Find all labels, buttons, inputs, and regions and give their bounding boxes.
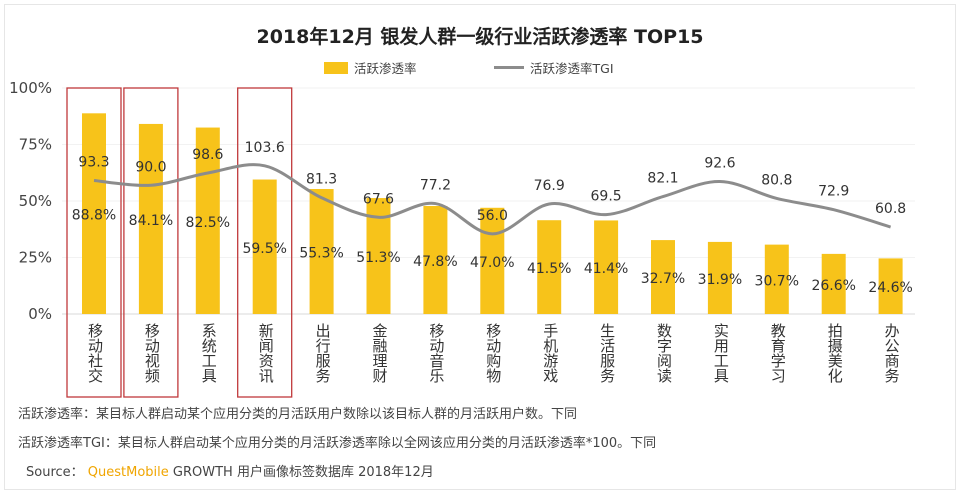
bar bbox=[651, 240, 675, 314]
y-tick-label: 75% bbox=[19, 136, 52, 154]
category-label: 生活服务 bbox=[598, 323, 617, 383]
tgi-data-label: 82.1 bbox=[647, 171, 678, 187]
category-label: 数字阅读 bbox=[655, 323, 673, 383]
bar-data-label: 41.4% bbox=[584, 261, 628, 277]
bar-data-label: 24.6% bbox=[868, 280, 912, 296]
category-label: 出行服务 bbox=[313, 323, 332, 383]
bar-data-label: 82.5% bbox=[186, 215, 230, 231]
source-label: Source： bbox=[26, 465, 84, 480]
bar bbox=[537, 220, 562, 314]
bar bbox=[309, 189, 334, 314]
source-brand: QuestMobile bbox=[87, 465, 169, 480]
legend-line-swatch bbox=[494, 66, 524, 69]
y-tick-label: 50% bbox=[19, 192, 52, 210]
bar-data-label: 26.6% bbox=[811, 278, 855, 294]
footnote-2: 活跃渗透率TGI：某目标人群启动某个应用分类的月活跃渗透率除以全网该应用分类的月… bbox=[18, 436, 657, 451]
bar-data-label: 55.3% bbox=[299, 246, 343, 262]
bar bbox=[821, 253, 846, 314]
bar-data-label: 32.7% bbox=[641, 271, 685, 287]
bar bbox=[252, 179, 277, 314]
bar bbox=[423, 205, 448, 314]
footnote-1: 活跃渗透率：某目标人群启动某个应用分类的月活跃用户数除以该目标人群的月活跃用户数… bbox=[18, 407, 578, 422]
bar-data-label: 84.1% bbox=[129, 213, 173, 229]
bar bbox=[764, 244, 789, 314]
tgi-line bbox=[93, 163, 892, 236]
tgi-data-label: 90.0 bbox=[135, 159, 166, 175]
tgi-data-label: 60.8 bbox=[875, 201, 906, 217]
tgi-data-label: 56.0 bbox=[477, 208, 508, 224]
tgi-data-label: 103.6 bbox=[245, 140, 285, 156]
tgi-data-label: 92.6 bbox=[704, 156, 735, 172]
category-label: 移动音乐 bbox=[427, 323, 446, 383]
tgi-data-label: 77.2 bbox=[420, 178, 451, 194]
y-tick-label: 0% bbox=[28, 305, 52, 323]
tgi-data-label: 67.6 bbox=[363, 191, 394, 207]
legend-label: 活跃渗透率 bbox=[354, 61, 417, 76]
category-label: 金融理财 bbox=[370, 323, 389, 383]
category-label: 移动购物 bbox=[484, 323, 503, 383]
bar bbox=[138, 123, 163, 315]
y-tick-label: 25% bbox=[19, 249, 52, 267]
legend-item-bar: 活跃渗透率 bbox=[324, 58, 417, 77]
bar bbox=[82, 113, 106, 314]
legend-item-line: 活跃渗透率TGI bbox=[494, 58, 614, 77]
source-text: GROWTH 用户画像标签数据库 2018年12月 bbox=[172, 465, 434, 480]
category-label: 教育学习 bbox=[768, 323, 787, 383]
highlighted-category-label: 移动社交 bbox=[86, 323, 104, 383]
bar-data-label: 30.7% bbox=[755, 273, 799, 289]
highlighted-category-label: 新闻资讯 bbox=[256, 323, 275, 383]
bar-data-label: 88.8% bbox=[72, 208, 116, 224]
bar-data-label: 59.5% bbox=[242, 241, 286, 257]
tgi-data-label: 80.8 bbox=[761, 172, 792, 188]
tgi-data-label: 98.6 bbox=[192, 147, 223, 163]
bar-data-label: 47.8% bbox=[413, 254, 457, 270]
tgi-data-label: 93.3 bbox=[78, 155, 109, 171]
tgi-data-label: 76.9 bbox=[534, 178, 565, 194]
highlighted-category-label: 移动视频 bbox=[142, 323, 161, 383]
category-label: 拍摄美化 bbox=[825, 323, 844, 383]
source-line: Source： QuestMobile GROWTH 用户画像标签数据库 201… bbox=[26, 461, 434, 480]
bar bbox=[707, 241, 732, 314]
bar-data-label: 31.9% bbox=[698, 272, 742, 288]
tgi-data-label: 81.3 bbox=[306, 172, 337, 188]
category-label: 实用工具 bbox=[711, 323, 730, 383]
tgi-data-label: 69.5 bbox=[591, 189, 622, 205]
highlight-box bbox=[123, 87, 179, 398]
chart-title: 2018年12月 银发人群一级行业活跃渗透率 TOP15 bbox=[256, 26, 704, 48]
chart-frame bbox=[4, 4, 956, 490]
category-label: 手机游戏 bbox=[541, 323, 560, 383]
highlight-box bbox=[66, 87, 122, 398]
legend-bar-swatch bbox=[324, 61, 348, 74]
y-tick-label: 100% bbox=[9, 79, 52, 97]
bar bbox=[594, 220, 619, 314]
category-label: 办公商务 bbox=[882, 323, 901, 383]
bar bbox=[195, 127, 220, 314]
tgi-data-label: 72.9 bbox=[818, 184, 849, 200]
highlight-box bbox=[237, 87, 293, 398]
bar-data-label: 41.5% bbox=[527, 261, 571, 277]
bar bbox=[480, 207, 505, 314]
legend-label: 活跃渗透率TGI bbox=[530, 61, 614, 76]
bar-data-label: 47.0% bbox=[470, 255, 514, 271]
bar bbox=[878, 258, 903, 314]
category-label: 系统工具 bbox=[199, 323, 218, 383]
bar-data-label: 51.3% bbox=[356, 250, 400, 266]
